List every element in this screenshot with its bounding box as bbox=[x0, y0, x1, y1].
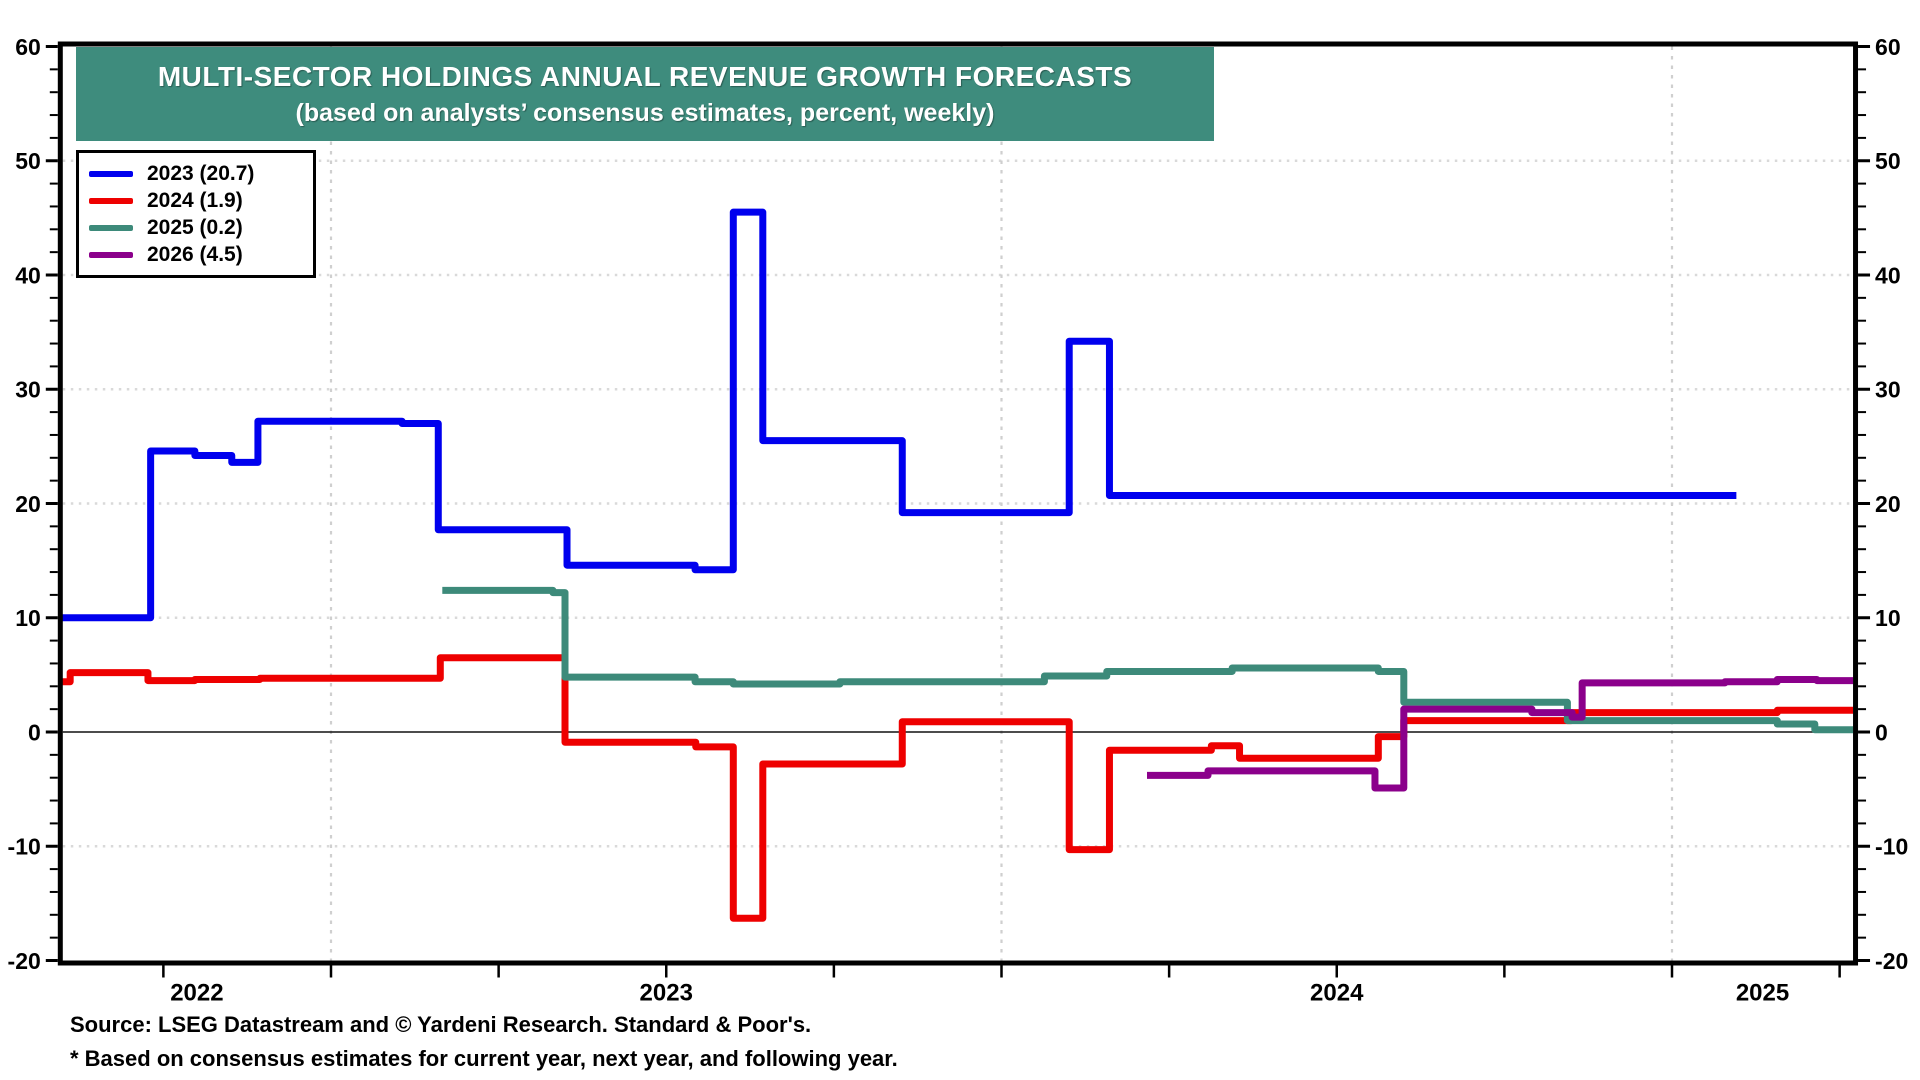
legend-item-2025: 2025 (0.2) bbox=[89, 214, 303, 241]
legend-label: 2024 (1.9) bbox=[147, 188, 243, 212]
x-axis-label-2025: 2025 bbox=[1736, 980, 1789, 1007]
x-axis-label-2022: 2022 bbox=[170, 980, 223, 1007]
y-axis-label-left-30: 30 bbox=[15, 377, 41, 403]
y-axis-label-right--20: -20 bbox=[1875, 948, 1908, 974]
source-text: Source: LSEG Datastream and © Yardeni Re… bbox=[70, 1012, 812, 1037]
legend-label: 2026 (4.5) bbox=[147, 242, 243, 266]
y-axis-label-left--10: -10 bbox=[8, 834, 41, 860]
legend-item-2024: 2024 (1.9) bbox=[89, 187, 303, 214]
y-axis-label-right--10: -10 bbox=[1875, 834, 1908, 860]
y-axis-label-left-10: 10 bbox=[15, 605, 41, 631]
legend-swatch bbox=[89, 251, 133, 258]
y-axis-label-left-40: 40 bbox=[15, 262, 41, 288]
y-axis-label-left-0: 0 bbox=[28, 719, 41, 745]
series-line-2024 bbox=[62, 654, 1854, 922]
legend-item-2026: 2026 (4.5) bbox=[89, 241, 303, 268]
legend-label: 2023 (20.7) bbox=[147, 161, 255, 185]
series-line-2026 bbox=[1146, 675, 1854, 792]
legend-swatch bbox=[89, 224, 133, 231]
legend-swatch bbox=[89, 197, 133, 204]
y-axis-label-right-30: 30 bbox=[1875, 377, 1901, 403]
footnote-text: * Based on consensus estimates for curre… bbox=[70, 1046, 898, 1071]
y-axis-label-right-10: 10 bbox=[1875, 605, 1901, 631]
legend-item-2023: 2023 (20.7) bbox=[89, 160, 303, 187]
y-axis-label-right-60: 60 bbox=[1875, 34, 1901, 60]
x-axis-label-2023: 2023 bbox=[640, 980, 693, 1007]
chart-legend: 2023 (20.7) 2024 (1.9) 2025 (0.2) 2026 (4.5… bbox=[76, 150, 316, 278]
y-axis-label-right-0: 0 bbox=[1875, 719, 1888, 745]
y-axis-label-right-20: 20 bbox=[1875, 491, 1901, 517]
chart-title: MULTI-SECTOR HOLDINGS ANNUAL REVENUE GRO… bbox=[157, 60, 1133, 92]
chart-subtitle: (based on analysts’ consensus estimates,… bbox=[295, 98, 995, 127]
y-axis-label-left-20: 20 bbox=[15, 491, 41, 517]
legend-swatch bbox=[89, 170, 133, 177]
plot-frame bbox=[57, 41, 1859, 966]
legend-label: 2025 (0.2) bbox=[147, 215, 243, 239]
chart-title-bar: MULTI-SECTOR HOLDINGS ANNUAL REVENUE GRO… bbox=[76, 47, 1214, 141]
y-axis-label-right-50: 50 bbox=[1875, 148, 1901, 174]
y-axis-label-left-50: 50 bbox=[15, 148, 41, 174]
y-axis-label-left--20: -20 bbox=[8, 948, 41, 974]
x-axis-label-2024: 2024 bbox=[1310, 980, 1364, 1007]
y-axis-label-left-60: 60 bbox=[15, 34, 41, 60]
series-line-2023 bbox=[62, 208, 1737, 622]
series-line-2025 bbox=[442, 586, 1854, 734]
y-axis-label-right-40: 40 bbox=[1875, 262, 1901, 288]
